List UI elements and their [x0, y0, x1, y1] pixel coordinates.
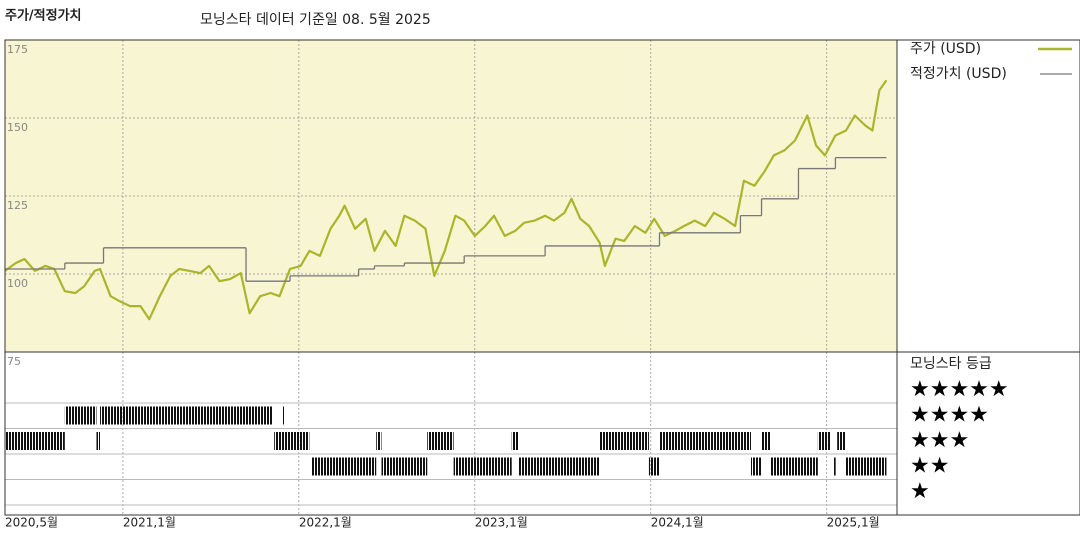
rating-period — [100, 406, 273, 425]
y-tick-label: 100 — [7, 277, 28, 290]
rating-period — [659, 432, 751, 450]
y-tick-label: 125 — [7, 199, 28, 212]
rating-period — [599, 432, 649, 450]
rating-period — [761, 432, 771, 450]
rating-period — [750, 457, 762, 476]
rating-period — [648, 457, 660, 476]
rating-period — [845, 457, 887, 476]
price-line — [4, 79, 888, 321]
rating-period — [511, 432, 519, 450]
y-tick-label: 175 — [7, 43, 28, 56]
x-tick-label: 2024,1월 — [651, 516, 704, 530]
rating-period — [427, 432, 454, 450]
rating-period — [817, 432, 831, 450]
rating-title: 모닝스타 등급 — [910, 356, 992, 372]
marks — [4, 79, 888, 476]
rating-legend: ★★★★ — [910, 403, 989, 428]
legend-label: 적정가치 (USD) — [910, 66, 1007, 82]
rating-period — [376, 432, 382, 450]
rating-period — [833, 457, 836, 476]
rating-period — [381, 457, 428, 476]
y-tick-label: 75 — [7, 355, 21, 368]
y-tick-label: 150 — [7, 121, 28, 134]
chart-title: 주가/적정가치 — [5, 8, 82, 24]
rating-period — [311, 457, 377, 476]
rating-period — [282, 406, 285, 425]
x-tick-label: 2025,1월 — [827, 516, 880, 530]
rating-period — [274, 432, 310, 450]
chart-subtitle: 모닝스타 데이터 기준일 08. 5월 2025 — [200, 12, 431, 28]
x-tick-label: 2023,1월 — [475, 516, 528, 530]
rating-period — [770, 457, 818, 476]
x-tick-label: 2020,5월 — [5, 516, 58, 530]
x-tick-label: 2022,1월 — [299, 516, 352, 530]
rating-period — [64, 406, 97, 425]
rating-period — [5, 432, 65, 450]
rating-period — [837, 432, 846, 450]
frame — [4, 39, 1080, 516]
rating-period — [453, 457, 512, 476]
rating-legend: ★★ — [910, 454, 949, 479]
rating-period — [518, 457, 600, 476]
rating-legend: ★ — [910, 479, 930, 504]
rating-legend: ★★★★★ — [910, 377, 1009, 402]
x-tick-label: 2021,1월 — [123, 516, 176, 530]
rating-legend: ★★★ — [910, 428, 969, 453]
legend-label: 주가 (USD) — [910, 41, 981, 57]
rating-period — [96, 432, 101, 450]
frame-box — [4, 39, 1080, 516]
